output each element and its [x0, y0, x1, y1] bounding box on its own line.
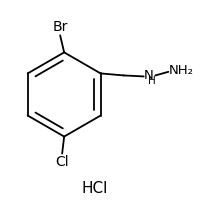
- Text: N: N: [143, 69, 153, 82]
- Text: Cl: Cl: [55, 155, 69, 169]
- Text: HCl: HCl: [81, 181, 107, 196]
- Text: Br: Br: [52, 20, 67, 34]
- Text: H: H: [148, 76, 155, 86]
- Text: NH₂: NH₂: [168, 64, 193, 77]
